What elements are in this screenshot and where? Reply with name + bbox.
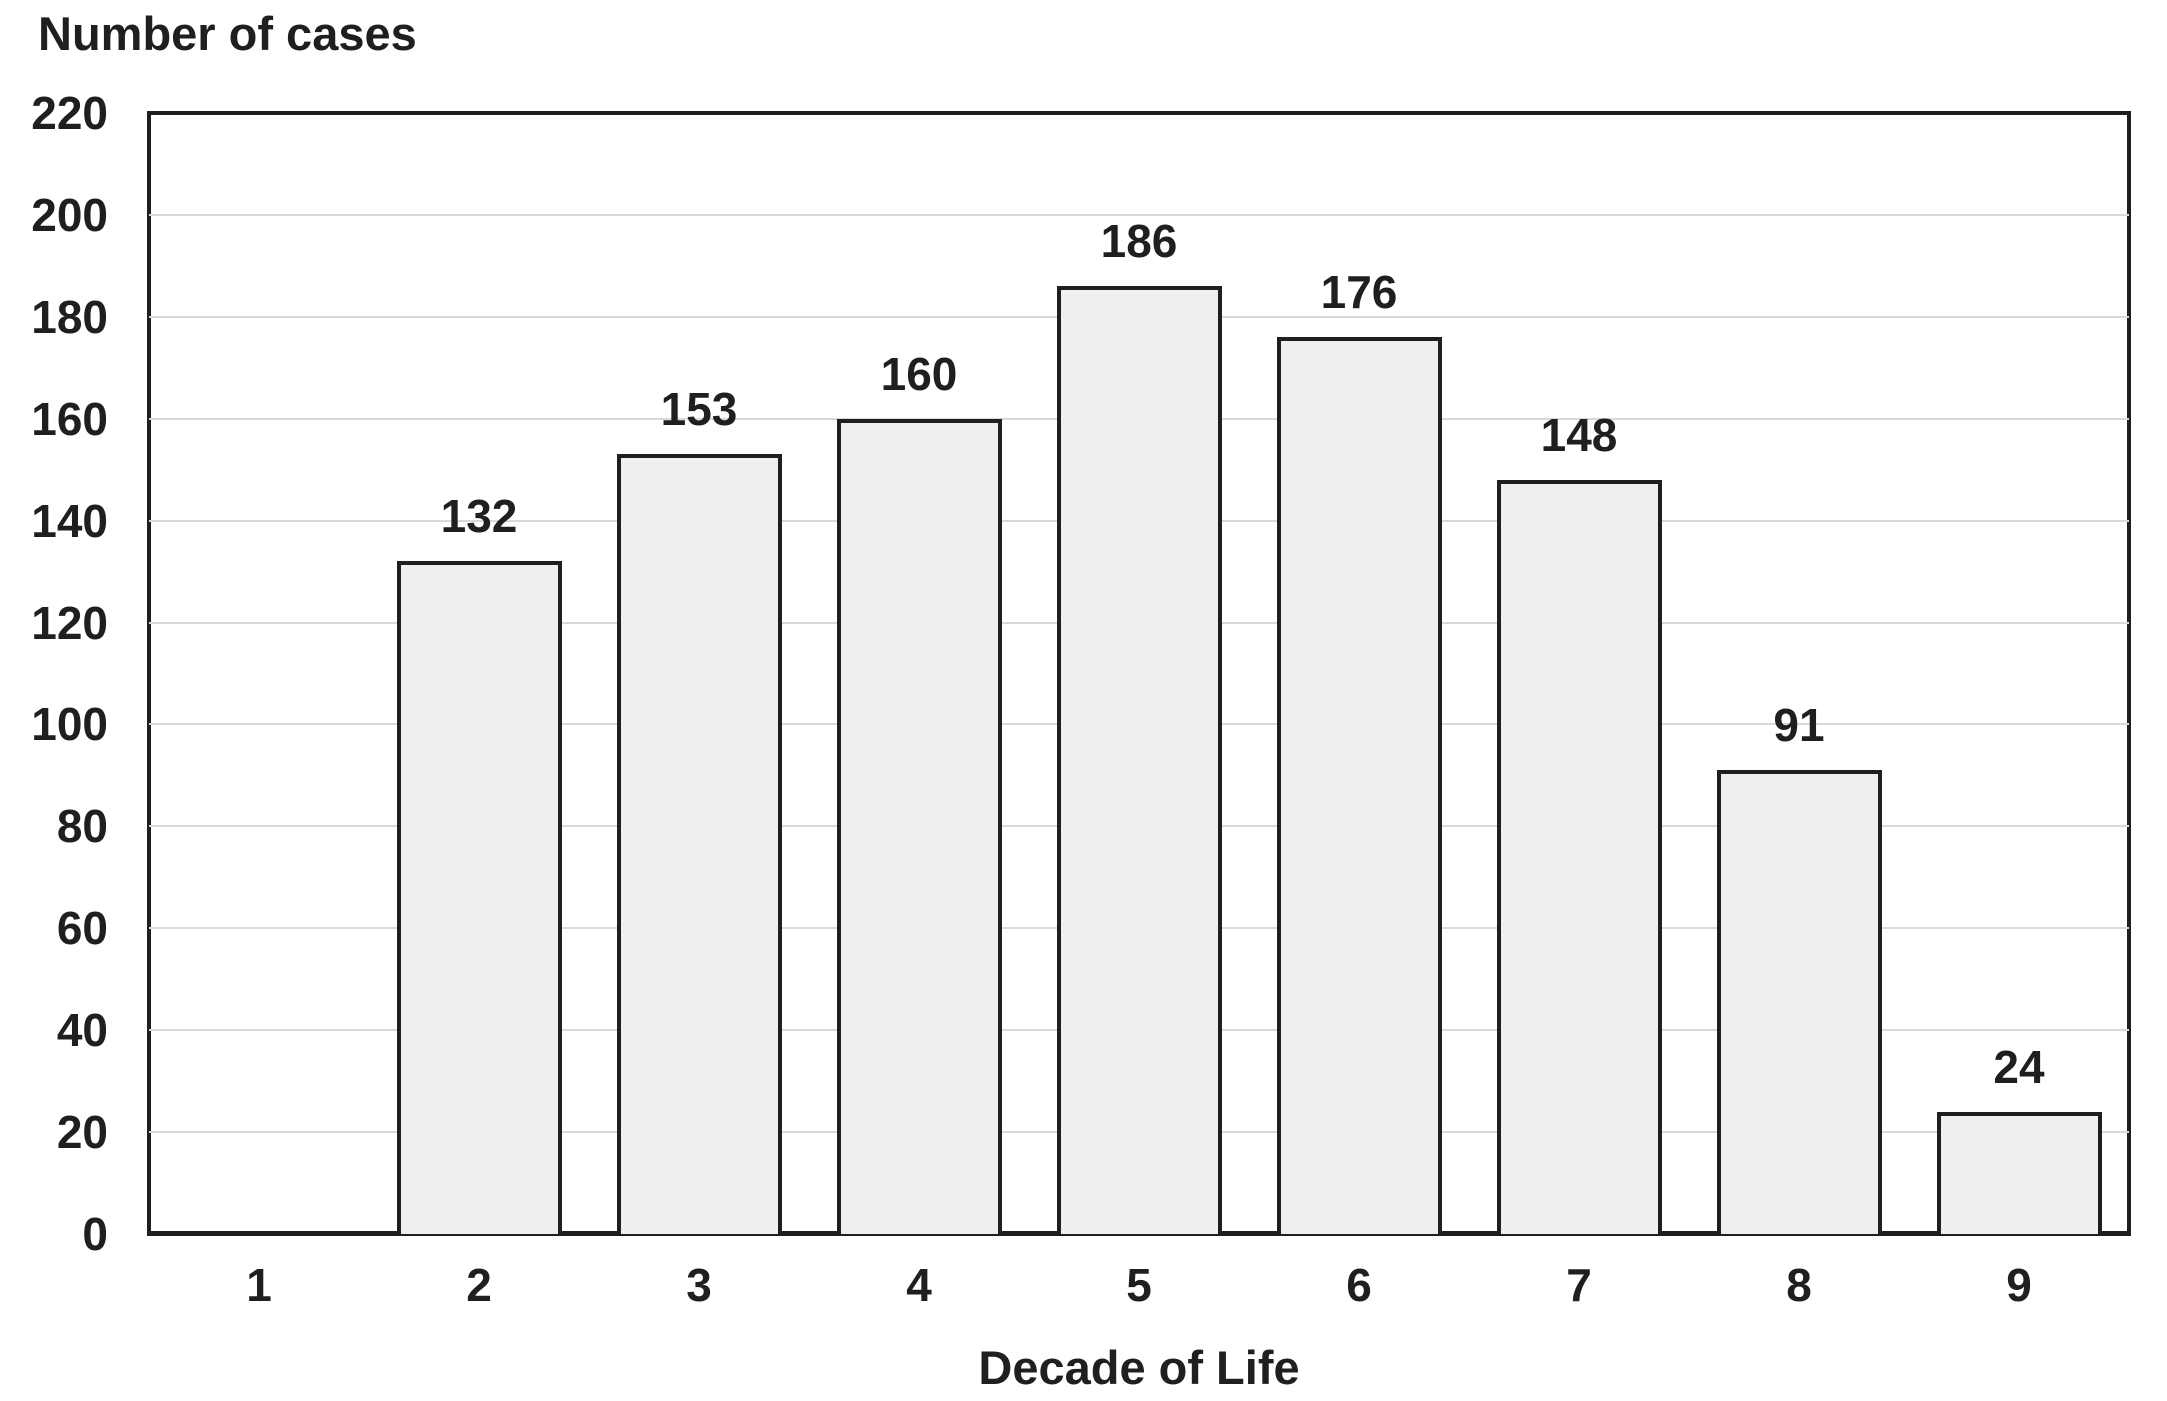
y-tick-label: 120 [31,596,108,649]
bar [1936,1111,2102,1234]
y-tick-label: 80 [56,800,108,853]
y-tick-label: 100 [31,698,108,751]
bar-value-label: 91 [1773,699,1825,752]
bar [1056,286,1222,1234]
bar [1496,479,1662,1234]
y-tick-label: 160 [31,392,108,445]
bar [1716,770,1882,1234]
x-tick-label: 5 [1126,1259,1152,1311]
y-axis-title: Number of cases [38,7,417,60]
y-tick-label: 40 [56,1004,108,1057]
bar-value-label: 24 [1993,1040,2045,1093]
y-tick-label: 140 [31,494,108,547]
bar-value-label: 176 [1320,266,1398,319]
plot-area: 132 153 160 186 176 148 91 24 [147,111,2131,1236]
x-tick-label: 6 [1346,1259,1372,1311]
gridline [149,213,2129,216]
x-axis-title: Decade of Life [978,1341,1300,1394]
bar [396,561,562,1234]
bar-value-label: 153 [660,383,738,436]
bar [1276,337,1442,1234]
x-tick-label: 4 [906,1259,932,1311]
x-tick-label: 8 [1786,1259,1812,1311]
y-tick-label: 20 [56,1106,108,1159]
bar [616,454,782,1234]
x-tick-label: 2 [466,1259,492,1311]
y-tick-label: 220 [31,87,108,139]
bar [836,418,1002,1234]
x-tick-label: 1 [246,1259,272,1311]
x-tick-label: 3 [686,1259,712,1311]
bar-value-label: 186 [1100,215,1178,268]
x-axis-tick-labels: 1 2 3 4 5 6 7 8 9 [149,1262,2129,1314]
y-tick-label: 0 [82,1208,108,1260]
y-tick-label: 200 [31,188,108,241]
bar-value-label: 148 [1540,408,1618,461]
bar-value-label: 160 [880,347,958,400]
bar-value-label: 132 [440,490,518,543]
y-tick-label: 180 [31,290,108,343]
x-tick-label: 7 [1566,1259,1592,1311]
y-axis-tick-labels: 0 20 40 60 80 100 120 140 160 180 200 220 [0,90,108,1257]
x-tick-label: 9 [2006,1259,2032,1311]
y-tick-label: 60 [56,902,108,955]
